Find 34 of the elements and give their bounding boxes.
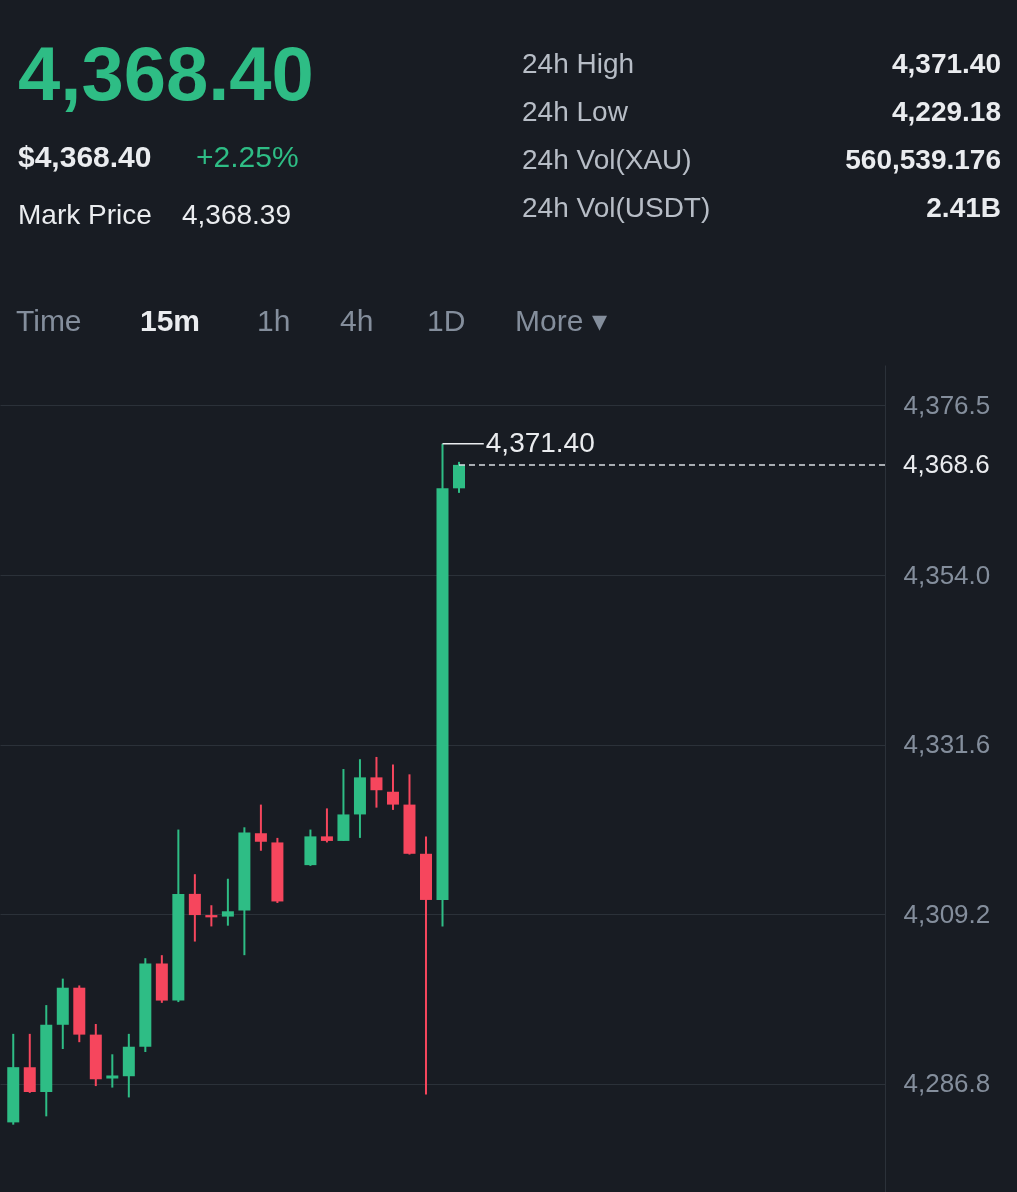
y-tick-label: 4,309.2 — [903, 898, 991, 929]
text: $4,368.40 — [18, 140, 152, 173]
y-tick-label: 4,331.6 — [903, 729, 991, 760]
text: 24h Low — [522, 96, 629, 127]
candlestick — [106, 1053, 119, 1089]
text: 4,371.40 — [892, 48, 1001, 79]
candlestick — [188, 873, 201, 943]
candlestick — [370, 755, 383, 809]
annotation: 4,371.40 — [485, 426, 595, 458]
text: 4,368.40 — [18, 31, 314, 116]
text: 1D — [427, 304, 466, 337]
text: +2.25% — [196, 140, 299, 173]
text: 4,368.39 — [182, 199, 291, 230]
text: 560,539.176 — [845, 144, 1001, 175]
candlestick — [386, 763, 399, 811]
candlestick — [254, 803, 267, 852]
text: 24h High — [522, 48, 635, 79]
text: 15m — [140, 304, 201, 337]
text: 24h Vol(USDT) — [522, 192, 711, 223]
text: More ▾ — [515, 304, 607, 337]
y-tick-label: 4,286.8 — [903, 1068, 991, 1099]
text: 1h — [257, 304, 291, 337]
candlestick — [320, 807, 333, 844]
text: Mark Price — [18, 199, 152, 230]
text: 2.41B — [926, 192, 1001, 223]
text: 4h — [340, 304, 374, 337]
y-tick-label: 4,354.0 — [903, 559, 991, 590]
candlestick — [453, 460, 466, 494]
ref-line-label: 4,368.6 — [903, 448, 990, 479]
candlestick — [221, 877, 234, 927]
y-tick-label: 4,376.5 — [903, 389, 991, 420]
text: Time — [16, 304, 82, 337]
text: 24h Vol(XAU) — [522, 144, 692, 175]
text: 4,229.18 — [892, 96, 1001, 127]
